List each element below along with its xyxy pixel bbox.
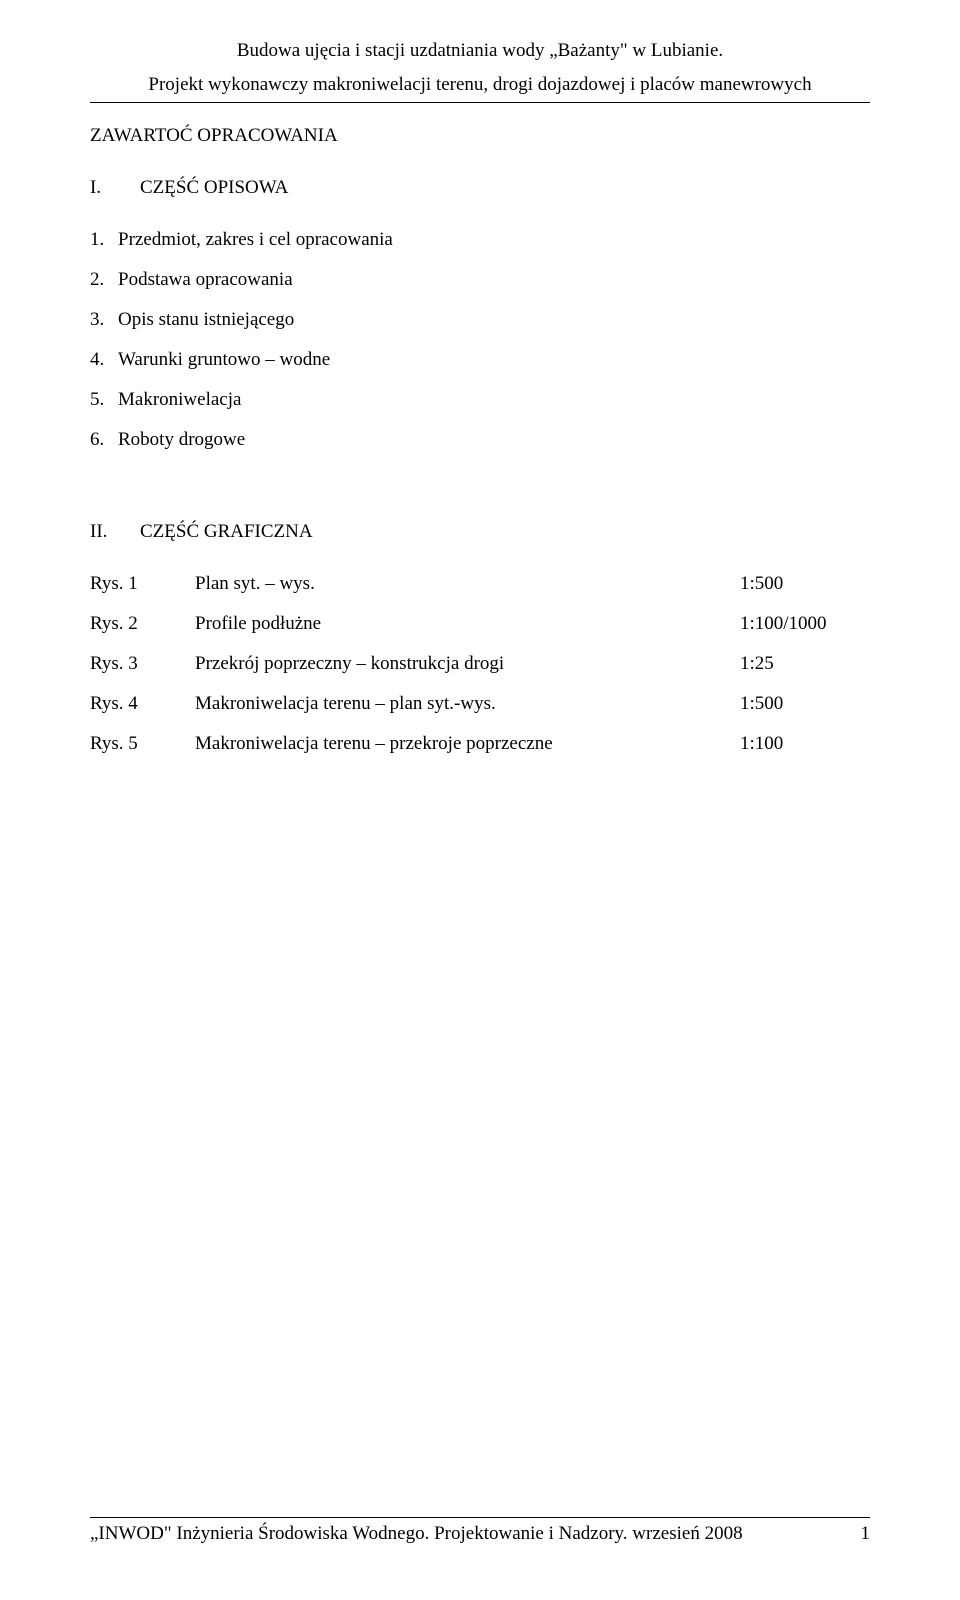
part2-roman: II.	[90, 521, 140, 543]
scale-cell: 1:100/1000	[740, 613, 870, 653]
table-row: Rys. 3 Przekrój poprzeczny – konstrukcja…	[90, 653, 870, 693]
part1-roman: I.	[90, 177, 140, 199]
list-item: 5.Makroniwelacja	[90, 389, 870, 411]
part1-list: 1.Przedmiot, zakres i cel opracowania 2.…	[90, 229, 870, 451]
list-text: Warunki gruntowo – wodne	[118, 349, 330, 370]
table-row: Rys. 2 Profile podłużne 1:100/1000	[90, 613, 870, 653]
scale-cell: 1:25	[740, 653, 870, 693]
table-row: Rys. 1 Plan syt. – wys. 1:500	[90, 573, 870, 613]
list-num: 4.	[90, 349, 118, 371]
desc-cell: Plan syt. – wys.	[195, 573, 740, 613]
part2-header: II.CZĘŚĆ GRAFICZNA	[90, 521, 870, 543]
rys-cell: Rys. 4	[90, 693, 195, 733]
list-text: Opis stanu istniejącego	[118, 309, 294, 330]
desc-cell: Makroniwelacja terenu – przekroje poprze…	[195, 733, 740, 773]
list-text: Makroniwelacja	[118, 389, 241, 410]
rys-cell: Rys. 2	[90, 613, 195, 653]
footer-page-number: 1	[861, 1523, 871, 1545]
list-item: 1.Przedmiot, zakres i cel opracowania	[90, 229, 870, 251]
list-item: 6.Roboty drogowe	[90, 429, 870, 451]
table-row: Rys. 5 Makroniwelacja terenu – przekroje…	[90, 733, 870, 773]
list-num: 1.	[90, 229, 118, 251]
part2-title: CZĘŚĆ GRAFICZNA	[140, 521, 313, 543]
list-num: 2.	[90, 269, 118, 291]
list-text: Roboty drogowe	[118, 429, 245, 450]
list-num: 5.	[90, 389, 118, 411]
header-divider	[90, 102, 870, 103]
main-header: ZAWARTOĆ OPRACOWANIA	[90, 125, 870, 147]
footer-divider	[90, 1517, 870, 1518]
rys-cell: Rys. 3	[90, 653, 195, 693]
footer: „INWOD" Inżynieria Środowiska Wodnego. P…	[90, 1517, 870, 1545]
list-item: 4.Warunki gruntowo – wodne	[90, 349, 870, 371]
footer-left: „INWOD" Inżynieria Środowiska Wodnego. P…	[90, 1523, 743, 1545]
desc-cell: Profile podłużne	[195, 613, 740, 653]
list-text: Podstawa opracowania	[118, 269, 293, 290]
footer-line: „INWOD" Inżynieria Środowiska Wodnego. P…	[90, 1523, 870, 1545]
list-item: 3.Opis stanu istniejącego	[90, 309, 870, 331]
scale-cell: 1:100	[740, 733, 870, 773]
scale-cell: 1:500	[740, 573, 870, 613]
desc-cell: Makroniwelacja terenu – plan syt.-wys.	[195, 693, 740, 733]
rys-cell: Rys. 1	[90, 573, 195, 613]
figure-table: Rys. 1 Plan syt. – wys. 1:500 Rys. 2 Pro…	[90, 573, 870, 773]
rys-cell: Rys. 5	[90, 733, 195, 773]
table-row: Rys. 4 Makroniwelacja terenu – plan syt.…	[90, 693, 870, 733]
list-text: Przedmiot, zakres i cel opracowania	[118, 229, 393, 250]
header-title: Budowa ujęcia i stacji uzdatniania wody …	[90, 40, 870, 62]
scale-cell: 1:500	[740, 693, 870, 733]
desc-cell: Przekrój poprzeczny – konstrukcja drogi	[195, 653, 740, 693]
list-item: 2.Podstawa opracowania	[90, 269, 870, 291]
list-num: 3.	[90, 309, 118, 331]
list-num: 6.	[90, 429, 118, 451]
header-subtitle: Projekt wykonawczy makroniwelacji terenu…	[90, 74, 870, 96]
part1-header: I.CZĘŚĆ OPISOWA	[90, 177, 870, 199]
part1-title: CZĘŚĆ OPISOWA	[140, 177, 288, 198]
